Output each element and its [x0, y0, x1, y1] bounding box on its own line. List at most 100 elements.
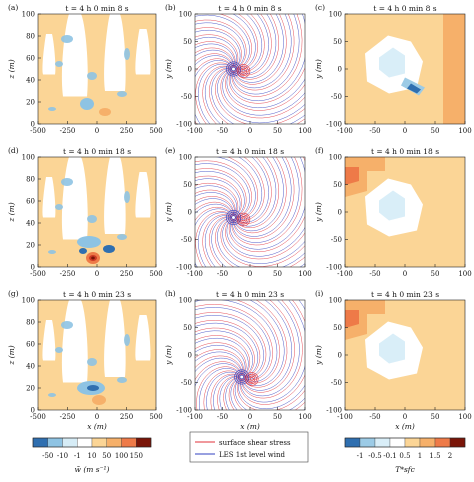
stress-streamline: [195, 19, 247, 69]
y-tick-label: 50: [333, 38, 342, 46]
wind-streamline: [195, 43, 235, 68]
y-axis-label: z (m): [7, 202, 16, 222]
colorbar-label: 1.5: [429, 452, 440, 460]
panel-title: t = 4 h 0 min 8 s: [218, 4, 281, 13]
wind-streamline: [195, 330, 253, 377]
y-tick-label: 0: [338, 352, 342, 360]
stress-streamline: [195, 189, 236, 216]
x-tick-label: 100: [458, 270, 471, 278]
y-axis-label: z (m): [7, 345, 16, 365]
vortex-ring: [229, 213, 238, 222]
x-tick-label: -100: [187, 270, 203, 278]
stress-streamline: [235, 157, 265, 221]
y-tick-label: 0: [188, 66, 192, 74]
y-tick-label: 100: [179, 297, 192, 305]
wind-streamline: [234, 157, 277, 227]
y-tick-label: -100: [326, 264, 342, 272]
vortex-ring: [249, 377, 254, 381]
x-tick-label: -50: [369, 413, 380, 421]
y-tick-label: 50: [183, 181, 192, 189]
colorbar-swatch: [344, 437, 361, 448]
x-tick-label: 0: [95, 413, 99, 421]
y-tick-label: 50: [333, 181, 342, 189]
colorbar-swatch: [404, 437, 421, 448]
wind-streamline: [195, 163, 250, 218]
x-tick-label: 0: [248, 270, 252, 278]
wind-streamline: [195, 14, 250, 70]
vortex-ring: [237, 373, 246, 381]
downdraft-patch: [87, 358, 97, 366]
y-axis-label: y (m): [314, 59, 323, 80]
colorbar-swatch: [106, 437, 122, 448]
panel-letter: (a): [8, 3, 18, 12]
panel-title: t = 4 h 0 min 8 s: [65, 4, 128, 13]
x-tick-label: -50: [369, 127, 380, 135]
updraft-peak: [91, 256, 95, 260]
x-tick-label: 100: [298, 270, 311, 278]
stress-streamline: [234, 14, 272, 76]
w-colorbar: -50 -10 -1 10 50 100 150 w̃ (m s⁻¹): [32, 437, 152, 474]
panel-title: t = 4 h 0 min 23 s: [216, 290, 284, 299]
y-tick-label: 100: [22, 297, 35, 305]
y-tick-label: 80: [26, 319, 35, 327]
wind-streamline: [195, 192, 235, 216]
stress-streamline: [208, 67, 305, 124]
y-tick-label: 100: [179, 11, 192, 19]
y-axis-label: y (m): [164, 59, 173, 80]
warm-core: [345, 310, 359, 328]
colorbar-swatch: [374, 437, 391, 448]
y-tick-label: -50: [181, 379, 192, 387]
stress-streamline: [231, 14, 303, 97]
stress-streamline: [195, 312, 267, 379]
vortex-ring: [238, 65, 249, 77]
wind-streamline: [195, 208, 233, 267]
vortex-ring: [229, 65, 238, 73]
panel-letter: (e): [165, 146, 175, 155]
stress-streamline: [233, 377, 305, 410]
vortex-ring: [241, 217, 246, 222]
stress-streamline: [225, 69, 305, 111]
y-axis-label: y (m): [164, 202, 173, 223]
wind-streamline: [211, 68, 305, 124]
stress-streamline: [232, 14, 295, 91]
wind-streamline: [195, 49, 234, 68]
wind-streamline: [204, 66, 232, 124]
y-tick-label: -50: [181, 236, 192, 244]
x-tick-label: -50: [217, 270, 228, 278]
colorbar-swatch: [389, 437, 406, 448]
y-tick-label: 50: [183, 324, 192, 332]
panel-h: -100 -50 0 50 100 -100 -50 0 50 100 t = 4 h 0 min …: [164, 289, 312, 431]
stress-streamline: [228, 157, 305, 253]
downdraft-patch: [117, 91, 127, 97]
wind-streamline: [232, 14, 300, 95]
wind-streamline: [195, 29, 241, 68]
vortex-ring: [241, 69, 246, 73]
legend-label: LES 1st level wind: [219, 451, 286, 459]
y-tick-label: -100: [326, 407, 342, 415]
wind-streamline: [240, 300, 305, 403]
downdraft-core: [79, 248, 87, 254]
stress-streamline: [195, 168, 247, 218]
panel-letter: (c): [315, 3, 325, 12]
downdraft-patch: [61, 178, 73, 186]
x-tick-label: -250: [60, 413, 76, 421]
wind-streamline: [195, 315, 264, 378]
updraft-region: [42, 34, 56, 75]
y-axis-label: y (m): [164, 345, 173, 366]
colorbar-title: T*sfc: [395, 465, 415, 474]
colorbar-frame: [344, 437, 466, 448]
streamlines: [195, 300, 305, 410]
colorbar-swatch: [47, 437, 63, 448]
colorbar-swatch: [32, 437, 48, 448]
stress-streamline: [195, 304, 273, 381]
vortex-ring: [231, 215, 236, 220]
downdraft-core: [103, 245, 115, 253]
colorbar-swatch: [121, 437, 137, 448]
y-tick-label: 40: [26, 77, 35, 85]
wind-streamline: [242, 300, 293, 391]
wind-streamline: [233, 157, 284, 232]
wind-streamline: [222, 218, 305, 264]
x-tick-label: 50: [431, 127, 440, 135]
y-tick-label: 100: [329, 154, 342, 162]
stress-streamline: [195, 342, 247, 376]
